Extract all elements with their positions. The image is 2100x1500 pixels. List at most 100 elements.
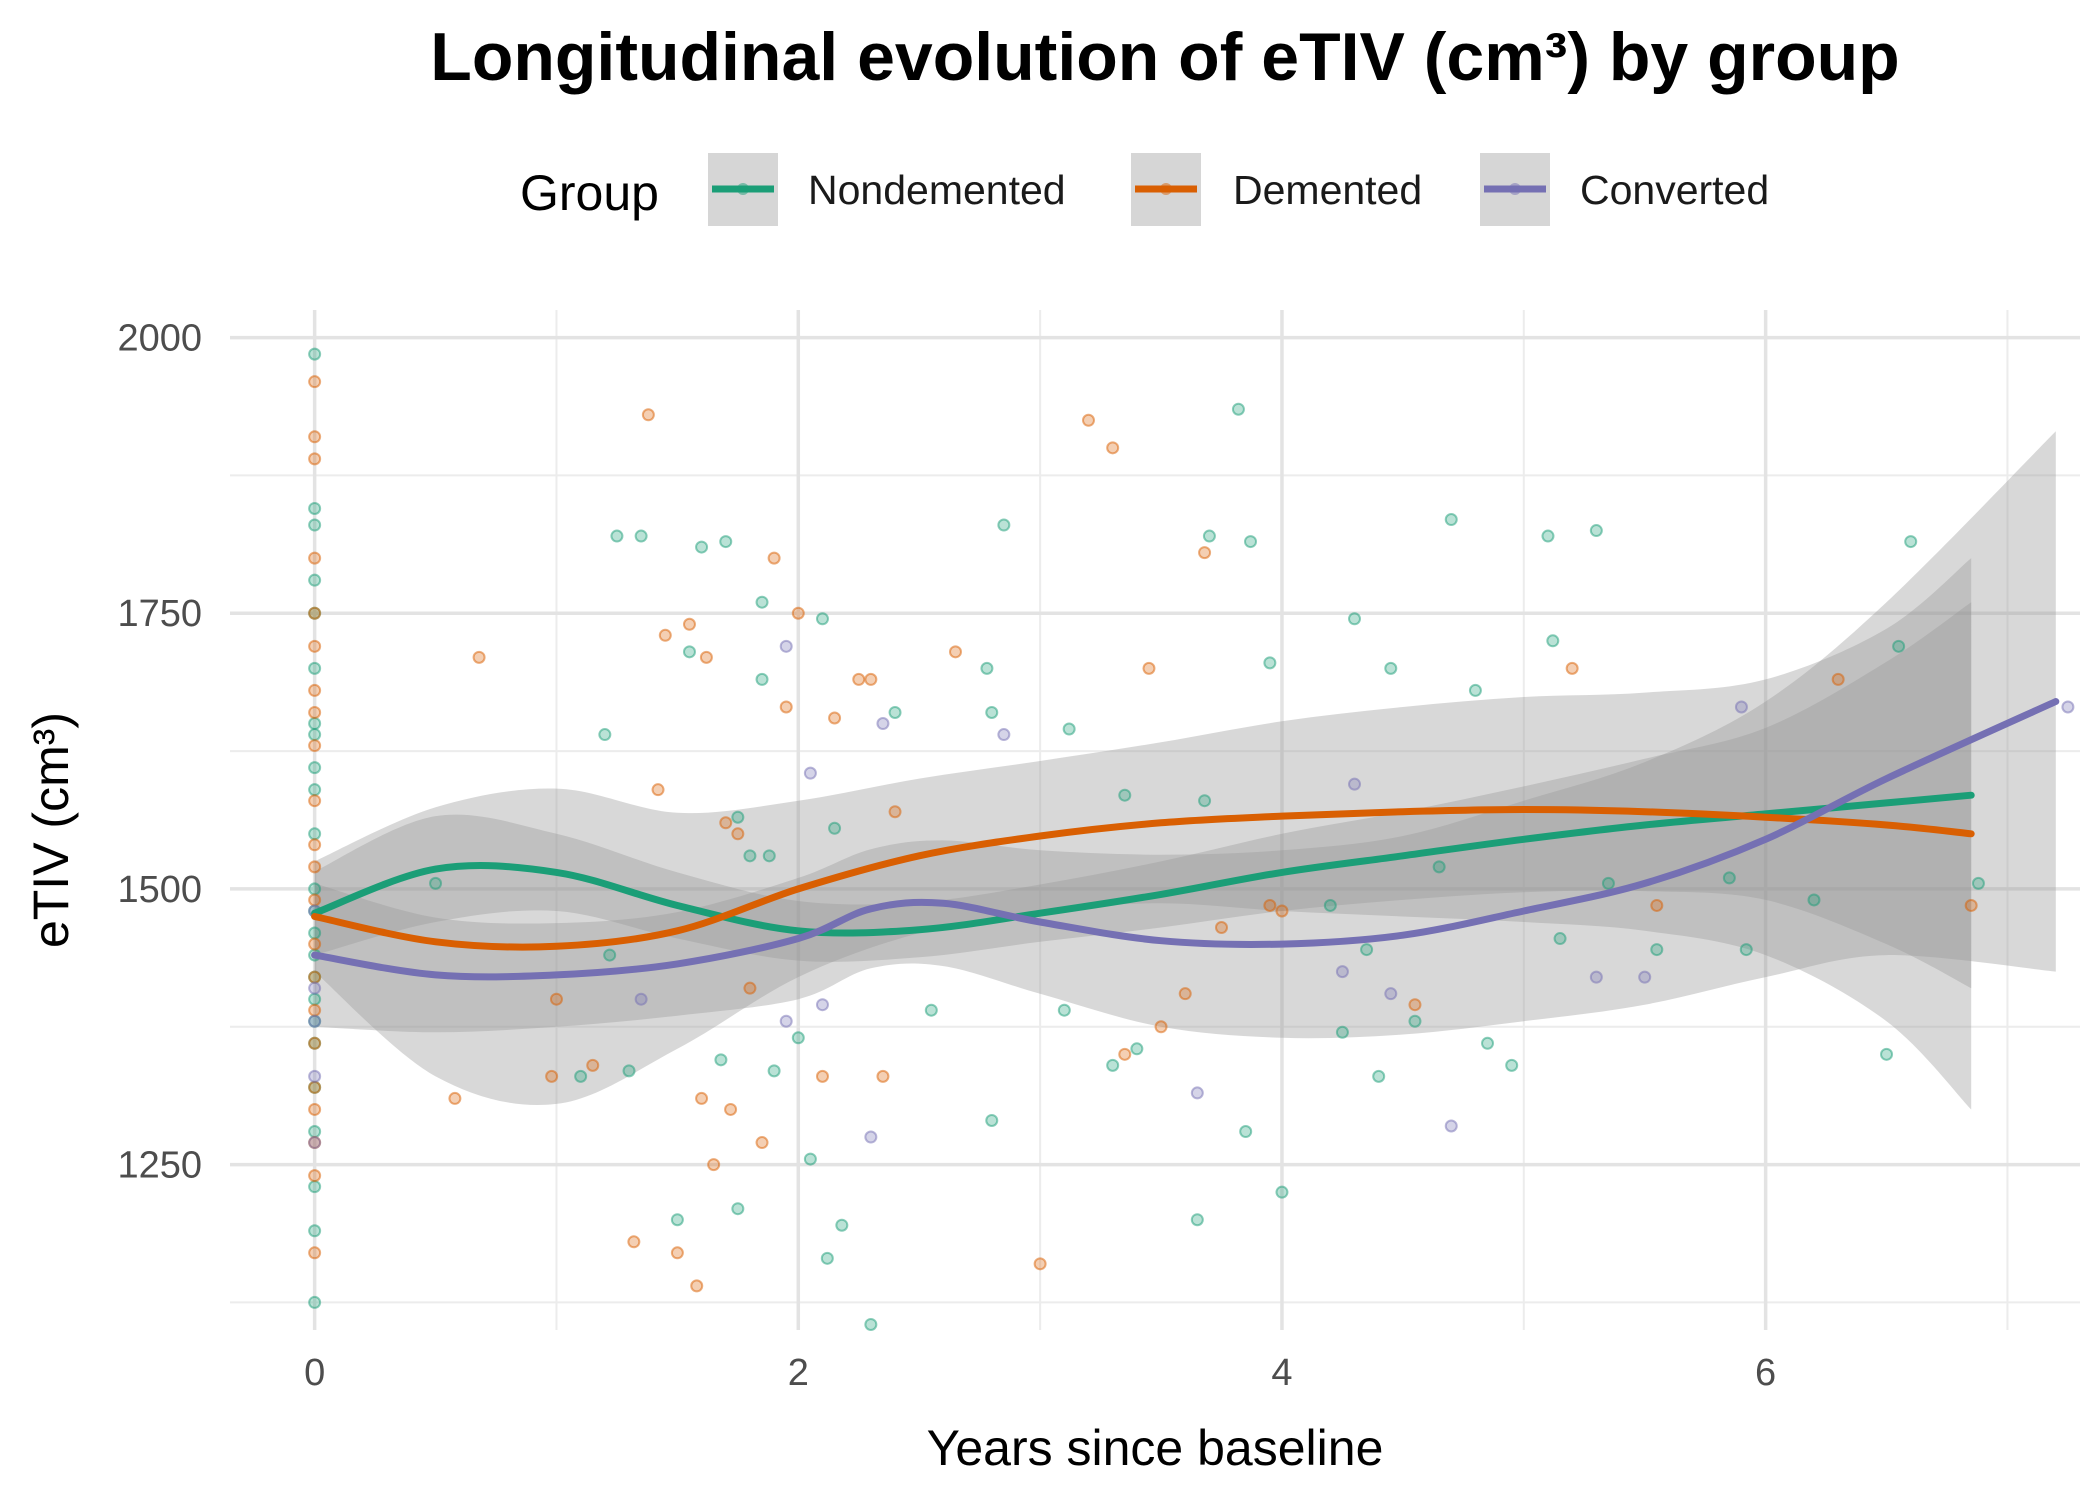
y-axis-title: eTIV (cm³) [23, 712, 79, 948]
data-point-nondemented [1589, 524, 1603, 538]
data-point-converted [308, 981, 322, 995]
data-point-demented [948, 645, 962, 659]
data-point-nondemented [682, 645, 696, 659]
data-point-converted [1348, 777, 1362, 791]
data-point-demented [852, 672, 866, 686]
data-point-nondemented [308, 728, 322, 742]
data-point-demented [308, 683, 322, 697]
smooth-line-demented [311, 805, 1975, 951]
data-point-demented [641, 408, 655, 422]
data-point-demented [472, 650, 486, 664]
data-point-demented [1142, 661, 1156, 675]
legend-title: Group [520, 165, 659, 221]
data-point-nondemented [1372, 1069, 1386, 1083]
data-point-demented [1831, 672, 1845, 686]
data-point-demented [1106, 441, 1120, 455]
y-tick-label: 1250 [117, 1145, 202, 1187]
data-point-nondemented [308, 661, 322, 675]
data-point-demented [876, 1069, 890, 1083]
data-point-demented [308, 1102, 322, 1116]
data-point-nondemented [1444, 513, 1458, 527]
data-point-demented [448, 1091, 462, 1105]
data-point-nondemented [985, 705, 999, 719]
data-point-demented [1964, 898, 1978, 912]
data-point-nondemented [791, 1031, 805, 1045]
data-point-demented [308, 551, 322, 565]
data-point-demented [308, 860, 322, 874]
data-point-nondemented [1202, 529, 1216, 543]
data-point-nondemented [1892, 639, 1906, 653]
data-point-nondemented [820, 1251, 834, 1265]
data-point-nondemented [308, 717, 322, 731]
data-point-demented [308, 794, 322, 808]
data-point-demented [308, 705, 322, 719]
data-point-demented [658, 628, 672, 642]
data-point-demented [828, 711, 842, 725]
data-point-demented [707, 1158, 721, 1172]
data-point-demented [743, 981, 757, 995]
data-point-demented [308, 452, 322, 466]
legend: Group Nondemented Demented Converted [520, 153, 1769, 226]
data-point-demented [1263, 898, 1277, 912]
data-point-nondemented [985, 1113, 999, 1127]
data-point-nondemented [803, 1152, 817, 1166]
data-point-nondemented [1408, 1014, 1422, 1028]
data-point-converted [1190, 1086, 1204, 1100]
data-point-nondemented [1739, 943, 1753, 957]
data-point-nondemented [1360, 943, 1374, 957]
data-point-demented [308, 1036, 322, 1050]
data-point-demented [308, 1246, 322, 1260]
data-point-demented [724, 1102, 738, 1116]
data-point-demented [682, 617, 696, 631]
data-point-nondemented [610, 529, 624, 543]
data-point-nondemented [1244, 535, 1258, 549]
data-point-demented [308, 430, 322, 444]
data-point-demented [651, 783, 665, 797]
data-point-nondemented [835, 1218, 849, 1232]
legend-point-demented [1160, 183, 1172, 195]
data-point-nondemented [815, 612, 829, 626]
data-point-converted [815, 998, 829, 1012]
confidence-ribbons [314, 431, 2056, 1110]
ci-ribbon-nondemented [314, 602, 1972, 989]
ci-ribbon-demented [314, 558, 1972, 1110]
data-point-demented [888, 805, 902, 819]
smooth-line-nondemented [311, 791, 1975, 937]
data-point-demented [308, 893, 322, 907]
data-point-demented [1408, 998, 1422, 1012]
y-axis-ticks: 1250 1500 1750 2000 [117, 318, 202, 1187]
data-point-nondemented [1601, 876, 1615, 890]
data-point-demented [308, 1003, 322, 1017]
data-point-demented [779, 700, 793, 714]
data-point-nondemented [1722, 871, 1736, 885]
data-point-demented [308, 838, 322, 852]
data-point-demented [308, 1169, 322, 1183]
data-point-nondemented [1553, 932, 1567, 946]
legend-point-converted [1509, 183, 1521, 195]
data-point-demented [695, 1091, 709, 1105]
data-point-demented [308, 970, 322, 984]
data-point-nondemented [1546, 634, 1560, 648]
legend-label-demented: Demented [1233, 167, 1422, 213]
data-point-nondemented [308, 501, 322, 515]
data-point-demented [308, 606, 322, 620]
data-point-nondemented [574, 1069, 588, 1083]
data-point-demented [670, 1246, 684, 1260]
data-point-demented [791, 606, 805, 620]
data-point-demented [1033, 1257, 1047, 1271]
data-point-nondemented [308, 347, 322, 361]
data-point-nondemented [828, 821, 842, 835]
smooth-line-converted [311, 698, 2060, 981]
data-point-nondemented [719, 535, 733, 549]
data-point-nondemented [308, 783, 322, 797]
data-point-converted [876, 717, 890, 731]
data-point-nondemented [1505, 1058, 1519, 1072]
data-point-nondemented [1057, 1003, 1071, 1017]
data-point-nondemented [755, 672, 769, 686]
data-point-demented [1198, 546, 1212, 560]
data-point-demented [627, 1235, 641, 1249]
data-point-nondemented [755, 595, 769, 609]
data-point-nondemented [924, 1003, 938, 1017]
data-point-converted [779, 639, 793, 653]
